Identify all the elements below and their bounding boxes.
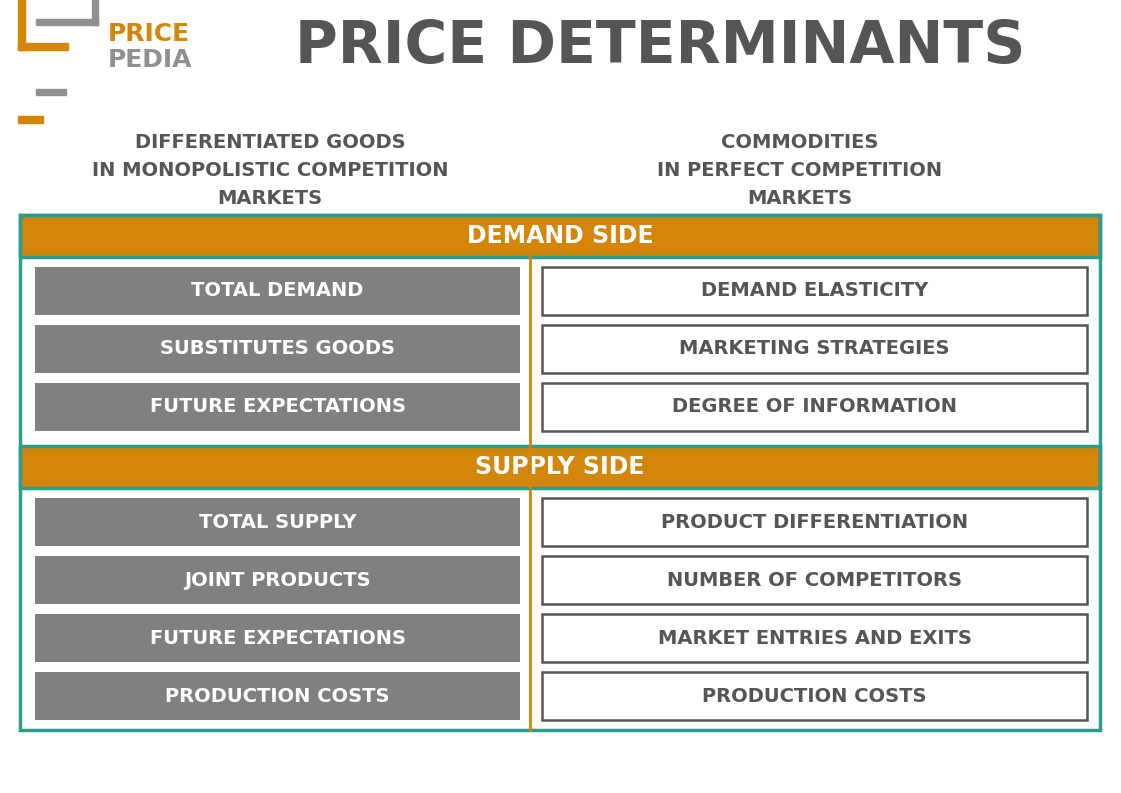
Text: PRICE: PRICE: [108, 22, 191, 46]
Text: TOTAL SUPPLY: TOTAL SUPPLY: [198, 512, 356, 531]
Text: PEDIA: PEDIA: [108, 48, 193, 72]
Bar: [541, 556, 1087, 604]
Text: MARKETING STRATEGIES: MARKETING STRATEGIES: [679, 339, 949, 358]
Bar: [18, 0, 25, 50]
Text: DEGREE OF INFORMATION: DEGREE OF INFORMATION: [671, 397, 957, 416]
Text: SUPPLY SIDE: SUPPLY SIDE: [475, 455, 645, 479]
Bar: [541, 383, 1087, 431]
Text: PRODUCT DIFFERENTIATION: PRODUCT DIFFERENTIATION: [661, 512, 969, 531]
Text: PRICE DETERMINANTS: PRICE DETERMINANTS: [295, 18, 1026, 75]
Bar: [35, 267, 520, 315]
Text: SUBSTITUTES GOODS: SUBSTITUTES GOODS: [160, 339, 395, 358]
Bar: [20, 446, 1100, 488]
Bar: [35, 325, 520, 373]
Text: FUTURE EXPECTATIONS: FUTURE EXPECTATIONS: [149, 397, 406, 416]
Bar: [20, 215, 1100, 730]
Bar: [541, 672, 1087, 720]
Bar: [35, 614, 520, 662]
Bar: [20, 215, 1100, 257]
Bar: [541, 498, 1087, 546]
Text: NUMBER OF COMPETITORS: NUMBER OF COMPETITORS: [667, 570, 962, 589]
Text: TOTAL DEMAND: TOTAL DEMAND: [192, 282, 363, 301]
Text: PRODUCTION COSTS: PRODUCTION COSTS: [165, 687, 390, 706]
Text: JOINT PRODUCTS: JOINT PRODUCTS: [184, 570, 371, 589]
Text: DEMAND SIDE: DEMAND SIDE: [466, 224, 654, 248]
Bar: [35, 556, 520, 604]
Text: DIFFERENTIATED GOODS
IN MONOPOLISTIC COMPETITION
MARKETS: DIFFERENTIATED GOODS IN MONOPOLISTIC COM…: [92, 133, 448, 208]
Text: MARKET ENTRIES AND EXITS: MARKET ENTRIES AND EXITS: [658, 629, 972, 648]
Bar: [35, 383, 520, 431]
Bar: [35, 672, 520, 720]
Bar: [92, 0, 98, 25]
Text: PRODUCTION COSTS: PRODUCTION COSTS: [702, 687, 927, 706]
Bar: [18, 116, 43, 123]
Text: DEMAND ELASTICITY: DEMAND ELASTICITY: [701, 282, 928, 301]
Text: COMMODITIES
IN PERFECT COMPETITION
MARKETS: COMMODITIES IN PERFECT COMPETITION MARKE…: [657, 133, 943, 208]
Bar: [18, 43, 68, 50]
Bar: [35, 498, 520, 546]
Bar: [541, 614, 1087, 662]
Bar: [541, 267, 1087, 315]
Bar: [36, 89, 66, 95]
Bar: [36, 19, 98, 25]
Text: FUTURE EXPECTATIONS: FUTURE EXPECTATIONS: [149, 629, 406, 648]
Bar: [541, 325, 1087, 373]
